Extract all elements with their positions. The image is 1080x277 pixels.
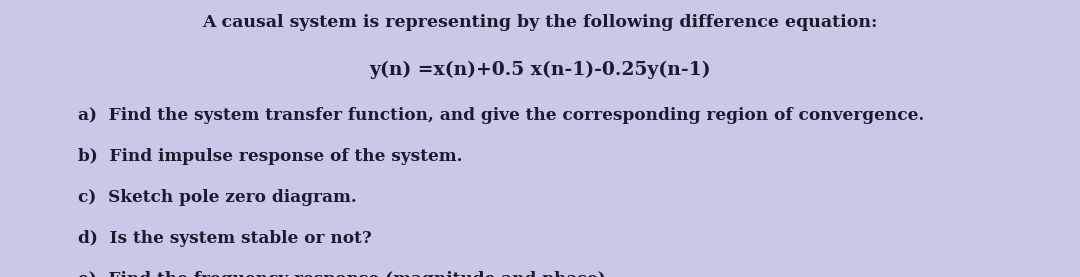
Text: y(n) =x(n)+0.5 x(n-1)-0.25y(n-1): y(n) =x(n)+0.5 x(n-1)-0.25y(n-1): [369, 61, 711, 79]
Text: a)  Find the system transfer function, and give the corresponding region of conv: a) Find the system transfer function, an…: [78, 107, 924, 124]
Text: c)  Sketch pole zero diagram.: c) Sketch pole zero diagram.: [78, 189, 356, 206]
Text: d)  Is the system stable or not?: d) Is the system stable or not?: [78, 230, 372, 247]
Text: A causal system is representing by the following difference equation:: A causal system is representing by the f…: [202, 14, 878, 31]
Text: b)  Find impulse response of the system.: b) Find impulse response of the system.: [78, 148, 462, 165]
Text: e)  Find the frequency response (magnitude and phase).: e) Find the frequency response (magnitud…: [78, 271, 611, 277]
